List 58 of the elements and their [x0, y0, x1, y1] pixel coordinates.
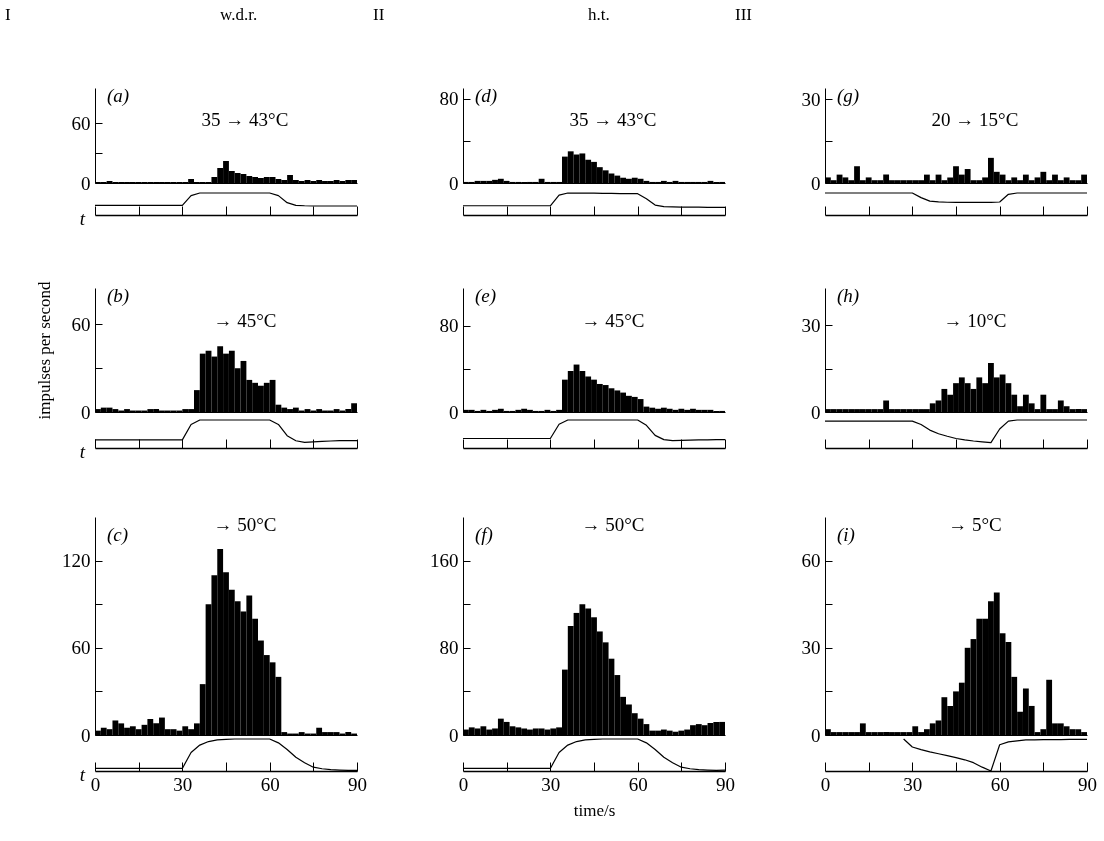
y-tick-label: 80 — [439, 315, 459, 337]
annotation: → 50°C — [213, 514, 277, 535]
annotation: (e) — [475, 285, 497, 307]
x-tick-label: 30 — [541, 773, 561, 795]
annotation: (h) — [837, 285, 860, 307]
annotation: 35 → 43°C — [569, 109, 657, 130]
y-tick-label: 30 — [801, 637, 821, 659]
annotation: → 50°C — [581, 514, 645, 535]
annotation: (g) — [837, 85, 860, 107]
x-axis-title: time/s — [573, 800, 616, 820]
chart-subtitle: h.t. — [588, 5, 610, 25]
chart-title: I — [5, 5, 11, 25]
x-tick-label: 60 — [990, 773, 1010, 795]
y-tick-label: 120 — [62, 550, 91, 572]
x-tick-label: 60 — [628, 773, 648, 795]
y-tick-label: 80 — [439, 637, 459, 659]
annotation: → 5°C — [948, 514, 1002, 535]
annotation: (d) — [475, 85, 498, 107]
y-tick-label: 0 — [449, 401, 459, 423]
annotation: 20 → 15°C — [931, 109, 1019, 130]
x-tick-label: 90 — [348, 773, 367, 795]
x-tick-label: 90 — [1078, 773, 1097, 795]
y-tick-label: 80 — [439, 88, 459, 110]
y-tick-label: 60 — [71, 637, 91, 659]
annotation: (b) — [107, 285, 130, 307]
y-tick-label: 0 — [811, 401, 821, 423]
y-axis-title: impulses per second — [34, 281, 54, 420]
annotation: (a) — [107, 85, 130, 107]
annotation: → 45°C — [213, 310, 277, 331]
text: t — [79, 208, 86, 229]
annotation: 35 → 43°C — [201, 109, 289, 130]
x-tick-label: 90 — [716, 773, 735, 795]
y-tick-label: 0 — [81, 401, 91, 423]
x-tick-label: 60 — [260, 773, 280, 795]
chart-subtitle: w.d.r. — [220, 5, 258, 25]
y-tick-label: 60 — [71, 112, 91, 134]
annotation: (c) — [107, 524, 129, 546]
y-tick-label: 0 — [81, 172, 91, 194]
y-tick-label: 0 — [811, 172, 821, 194]
y-tick-label: 0 — [449, 724, 459, 746]
chart-title: II — [373, 5, 385, 25]
y-tick-label: 160 — [430, 550, 459, 572]
y-tick-label: 0 — [81, 724, 91, 746]
text: t — [79, 441, 86, 462]
y-tick-label: 30 — [801, 314, 821, 336]
y-tick-label: 0 — [449, 172, 459, 194]
y-tick-label: 60 — [801, 550, 821, 572]
annotation: → 10°C — [943, 310, 1007, 331]
x-tick-label: 30 — [903, 773, 923, 795]
x-tick-label: 30 — [173, 773, 193, 795]
y-tick-label: 60 — [71, 313, 91, 335]
y-tick-label: 30 — [801, 88, 821, 110]
annotation: (f) — [475, 524, 493, 546]
annotation: → 45°C — [581, 310, 645, 331]
chart-title: III — [735, 5, 752, 25]
text: t — [79, 764, 86, 785]
annotation: (i) — [837, 524, 855, 546]
y-tick-label: 0 — [811, 724, 821, 746]
